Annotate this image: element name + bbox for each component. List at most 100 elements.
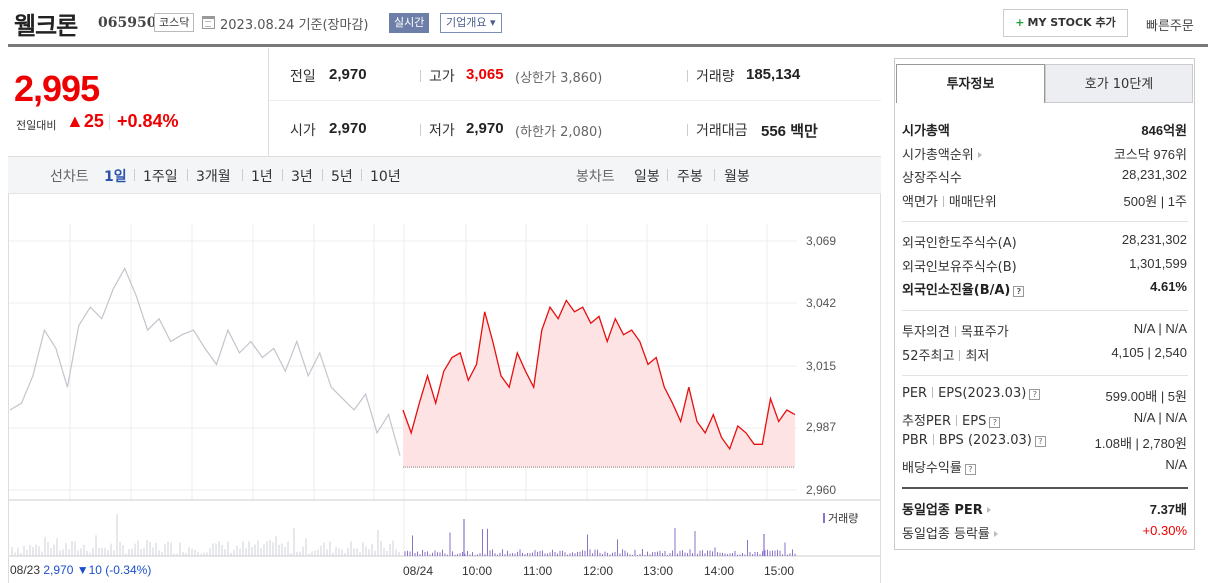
x-tick: 08/24 [403,564,434,578]
info-label: 상장주식수 [902,167,962,186]
period-divider [322,169,323,181]
label-divider [942,195,944,207]
info-label: 배당수익률? [902,457,976,476]
period-divider [667,169,668,181]
info-label: 외국인보유주식수(B) [902,256,1017,275]
period-1d[interactable]: 1일 [104,169,127,185]
help-icon[interactable]: ? [1034,436,1046,447]
chevron-right-icon[interactable] [977,151,982,158]
info-value: 28,231,302 [1121,232,1187,247]
label-divider [932,387,934,398]
info-value: N/A [1165,456,1187,472]
header-divider [8,44,1208,47]
base-date: 2023.08.24 기준(장마감) [220,18,369,33]
tab-order-book[interactable]: 호가 10단계 [1045,64,1193,103]
info-label: 외국인한도주식수(A) [902,232,1017,251]
high-label: 고가 [429,69,455,85]
plus-icon: + [1015,16,1025,29]
x-tick: 11:00 [523,564,553,578]
open-label: 시가 [290,123,316,139]
tab-investment-info[interactable]: 투자정보 [896,64,1045,103]
info-value: 500원 | 1주 [1123,193,1187,209]
chevron-right-icon[interactable] [993,530,998,537]
info-value: 1.08배 | 2,780원 [1094,436,1187,451]
candle-weekly[interactable]: 주봉 [677,169,703,185]
info-label-text: 시가총액순위 [902,147,974,163]
high-value: 3,065 [466,66,504,83]
price-chart [9,224,880,557]
y-tick: 2,960 [806,483,837,497]
period-10y[interactable]: 10년 [370,169,401,185]
label-divider [954,326,956,337]
panel-divider [902,375,1188,376]
open-value: 2,970 [329,120,367,137]
info-value: 599.00배 | 5원 [1105,389,1187,404]
help-icon[interactable]: ? [1013,286,1025,297]
my-stock-add-button[interactable]: + MY STOCK 추가 [1003,9,1128,37]
label-divider [956,414,958,426]
info-label-text: 배당수익률 [902,460,962,476]
candle-monthly[interactable]: 월봉 [724,169,750,185]
period-divider [242,169,243,181]
y-tick: 2,987 [806,420,837,434]
info-label-text: 매매단위 [948,194,997,210]
period-5y[interactable]: 5년 [331,169,353,185]
period-3m[interactable]: 3개월 [196,169,231,185]
prev-day-line [9,267,401,456]
candle-daily[interactable]: 일봉 [634,169,660,185]
info-label: 동일업종 PER [902,499,991,518]
price-divider [109,114,110,130]
panel-divider [902,487,1188,489]
info-value: 1,301,599 [1129,255,1187,271]
lower-limit: (하한가 2,080) [515,125,603,140]
stat-divider [687,70,688,82]
period-bar [8,156,881,194]
price-box-divider [268,48,269,156]
chevron-right-icon[interactable] [986,507,991,513]
realtime-button[interactable]: 실시간 [389,13,430,33]
info-label-text: 목표주가 [960,325,1009,340]
quick-order-link[interactable]: 빠른주문 [1146,19,1194,34]
x-tick: 13:00 [643,564,674,578]
period-divider [282,169,283,181]
trade-amount-value: 556 백만 [761,123,818,140]
y-tick: 3,042 [806,296,837,310]
info-value: +0.30% [1142,522,1187,538]
info-label-text: PBR [902,433,928,448]
period-divider [714,169,715,181]
volume-label: 거래량 [696,69,735,85]
info-label: 투자의견 목표주가 [902,321,1009,340]
period-1y[interactable]: 1년 [251,169,273,185]
period-3y[interactable]: 3년 [291,169,313,185]
info-value: 4,105 | 2,540 [1111,344,1187,360]
stats-row-divider [269,100,881,101]
help-icon[interactable]: ? [964,463,976,475]
price-change: ▲25 [66,111,104,131]
x-tick: 10:00 [462,564,493,578]
period-divider [187,169,188,181]
info-label-text: 외국인보유주식수(B) [902,259,1017,275]
today-area-fill [403,300,795,468]
stock-name: 웰크론 [14,12,78,40]
info-label-text: 액면가 [902,194,938,210]
info-label-text: 외국인한도주식수(A) [902,236,1017,251]
x-tick: 12:00 [583,564,614,578]
prev-compare-label: 전일대비 [16,119,57,132]
info-label-text: 투자의견 [902,325,950,340]
stat-divider [420,70,421,82]
info-label-text: 최저 [965,348,990,364]
company-overview-dropdown[interactable]: 기업개요 ▾ [440,13,502,33]
info-label: 외국인소진율(B/A)? [902,279,1025,298]
info-value: N/A | N/A [1133,409,1187,425]
help-icon[interactable]: ? [1029,389,1041,400]
prev-day-change: ▼10 (-0.34%) [76,563,152,577]
help-icon[interactable]: ? [989,416,1001,428]
prev-day-price: 2,970 [43,563,74,577]
price-change-pct: +0.84% [117,111,179,131]
info-label: 시가총액 [902,120,950,139]
info-label: 동일업종 등락률 [902,523,998,542]
period-1w[interactable]: 1주일 [143,169,178,185]
x-tick: 15:00 [764,564,795,578]
info-value: 28,231,302 [1121,167,1187,182]
stat-divider [687,124,688,136]
